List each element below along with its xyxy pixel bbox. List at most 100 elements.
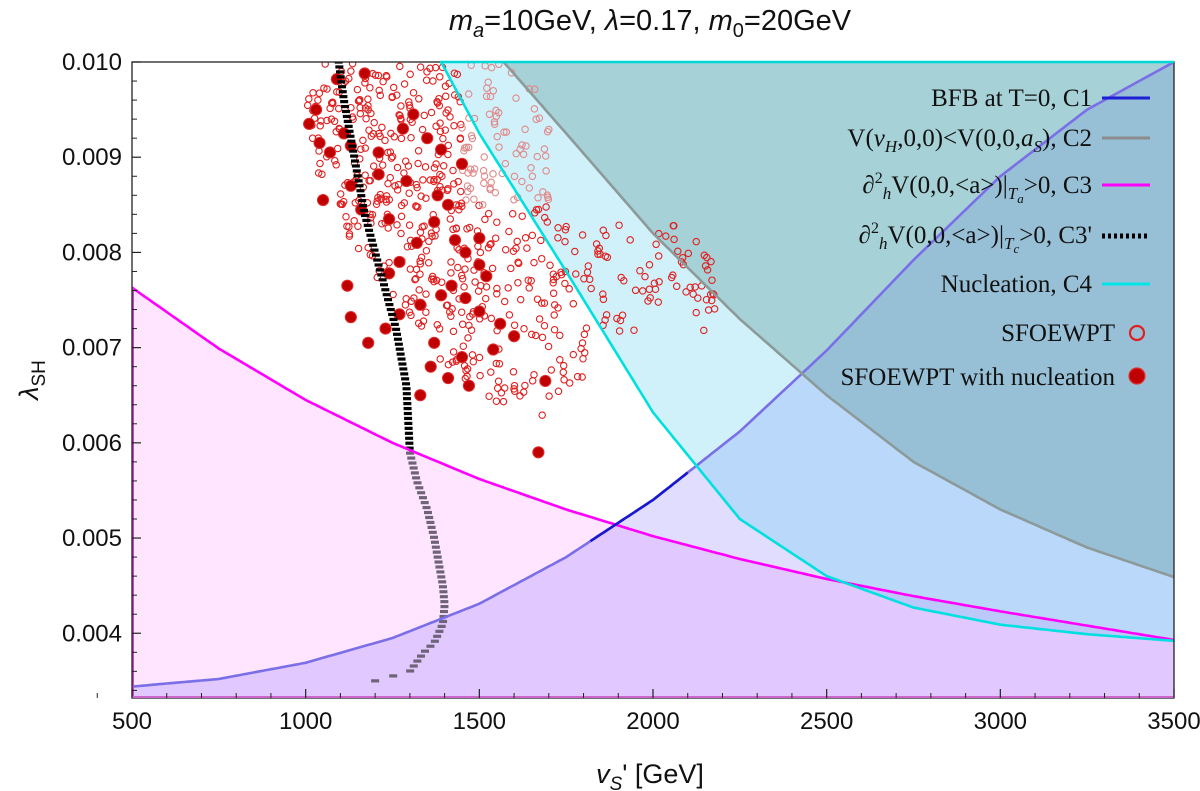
sfoewpt-point xyxy=(641,272,649,281)
c3prime-dash xyxy=(421,649,430,653)
sfoewpt-point xyxy=(587,284,595,293)
c3prime-dash xyxy=(440,604,449,609)
y-tick-label: 0.005 xyxy=(62,525,122,552)
c3prime-dash xyxy=(365,228,374,232)
sfoewpt-point xyxy=(323,116,331,125)
c3prime-dash xyxy=(404,416,413,421)
sfoewpt-point xyxy=(416,270,424,278)
sfoewpt-point xyxy=(462,196,470,204)
sfoewpt-point xyxy=(442,301,451,310)
c3prime-dash xyxy=(398,362,407,366)
sfoewpt-point xyxy=(519,150,528,159)
sfoewpt-point xyxy=(412,202,420,210)
sfoewpt-nucleation-point xyxy=(459,246,472,259)
sfoewpt-point xyxy=(652,240,660,249)
c3prime-dash xyxy=(386,307,395,312)
sfoewpt-point xyxy=(599,290,607,298)
sfoewpt-point xyxy=(502,128,511,136)
sfoewpt-nucleation-point xyxy=(313,136,326,150)
c3prime-dash xyxy=(379,283,388,287)
c3prime-dash xyxy=(396,352,405,356)
c3prime-dash xyxy=(413,659,422,663)
c3prime-dash xyxy=(374,263,383,267)
c3prime-dash xyxy=(375,268,384,272)
sfoewpt-point xyxy=(361,144,370,152)
sfoewpt-point xyxy=(406,265,415,273)
sfoewpt-point xyxy=(599,226,608,235)
sfoewpt-point xyxy=(390,133,399,141)
y-axis: 0.004 0.005 0.006 0.007 0.008 0.009 0.010 xyxy=(62,49,141,691)
sfoewpt-point xyxy=(305,95,313,103)
sfoewpt-point xyxy=(485,110,494,119)
sfoewpt-point xyxy=(454,177,462,186)
c3prime-dash xyxy=(343,119,352,124)
sfoewpt-point xyxy=(654,252,663,260)
sfoewpt-point xyxy=(309,89,317,97)
sfoewpt-point xyxy=(374,71,383,80)
sfoewpt-point xyxy=(500,128,508,136)
sfoewpt-nucleation-point xyxy=(414,389,427,402)
sfoewpt-point xyxy=(439,134,447,143)
sfoewpt-point xyxy=(505,311,514,319)
sfoewpt-point xyxy=(501,245,510,254)
sfoewpt-point xyxy=(549,275,558,284)
c3prime-dash xyxy=(397,357,406,361)
sfoewpt-point xyxy=(432,122,440,130)
sfoewpt-point xyxy=(636,266,644,275)
c3prime-dash xyxy=(369,243,378,247)
sfoewpt-point xyxy=(456,187,465,196)
sfoewpt-point xyxy=(547,366,556,374)
sfoewpt-point xyxy=(418,125,427,134)
c3prime-dash xyxy=(385,302,394,307)
sfoewpt-nucleation-point xyxy=(358,67,371,80)
sfoewpt-nucleation-point xyxy=(494,317,507,330)
sfoewpt-point xyxy=(468,351,477,359)
sfoewpt-point xyxy=(486,92,495,101)
sfoewpt-point xyxy=(457,199,466,208)
sfoewpt-point xyxy=(482,92,491,101)
c3prime-dash xyxy=(371,253,380,257)
c3prime-dash xyxy=(371,679,380,683)
sfoewpt-point xyxy=(487,178,495,187)
sfoewpt-point xyxy=(338,200,347,209)
c3prime-dash xyxy=(336,75,345,79)
c3prime-dash xyxy=(438,580,447,584)
sfoewpt-point xyxy=(378,123,386,132)
sfoewpt-point xyxy=(470,165,479,173)
sfoewpt-point xyxy=(364,243,372,252)
sfoewpt-point xyxy=(674,247,682,256)
c3prime-dash xyxy=(349,149,358,153)
sfoewpt-point xyxy=(480,153,488,161)
sfoewpt-nucleation-point xyxy=(428,336,441,349)
sfoewpt-point xyxy=(562,222,570,231)
sfoewpt-point xyxy=(414,147,423,155)
sfoewpt-point xyxy=(407,133,415,142)
y-tick-label: 0.008 xyxy=(62,239,122,266)
sfoewpt-point xyxy=(480,172,489,180)
c3prime-dash xyxy=(405,441,414,445)
sfoewpt-point xyxy=(682,288,690,296)
c3prime-dash xyxy=(402,392,411,396)
sfoewpt-point xyxy=(554,387,563,396)
c3prime-dash xyxy=(341,109,350,114)
sfoewpt-point xyxy=(433,98,441,106)
sfoewpt-point xyxy=(485,392,493,400)
sfoewpt-point xyxy=(516,145,524,153)
sfoewpt-point xyxy=(694,294,702,302)
c3prime-dash xyxy=(439,609,448,614)
sfoewpt-point xyxy=(395,111,403,119)
sfoewpt-point xyxy=(374,193,382,202)
sfoewpt-point xyxy=(521,234,530,242)
sfoewpt-point xyxy=(686,283,694,292)
sfoewpt-point xyxy=(424,259,433,267)
sfoewpt-point xyxy=(420,111,429,120)
c3prime-dash xyxy=(412,476,421,480)
sfoewpt-nucleation-point xyxy=(455,351,469,364)
x-axis: 500 1000 1500 2000 2500 3000 3500 xyxy=(96,689,1200,735)
sfoewpt-point xyxy=(599,295,608,304)
sfoewpt-point xyxy=(692,308,700,317)
sfoewpt-point xyxy=(510,381,519,390)
sfoewpt-point xyxy=(416,63,425,71)
sfoewpt-point xyxy=(537,299,546,307)
